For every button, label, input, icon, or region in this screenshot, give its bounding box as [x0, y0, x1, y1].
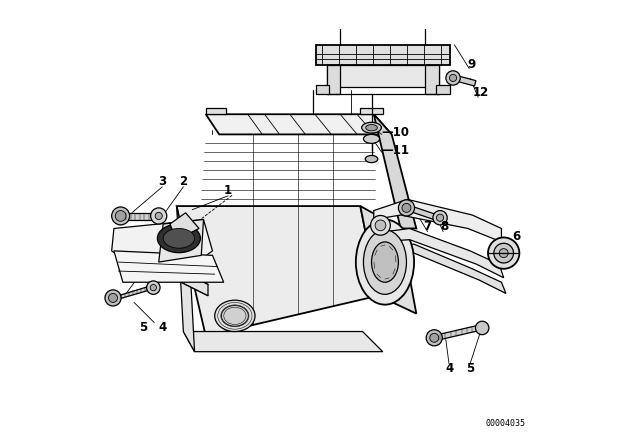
Text: —11: —11	[382, 144, 410, 158]
Circle shape	[494, 243, 513, 263]
Polygon shape	[183, 332, 383, 352]
Polygon shape	[159, 220, 204, 262]
Circle shape	[155, 212, 163, 220]
Polygon shape	[326, 65, 439, 87]
Ellipse shape	[221, 306, 248, 326]
Polygon shape	[205, 108, 226, 114]
Ellipse shape	[365, 155, 378, 163]
Polygon shape	[123, 213, 154, 220]
Polygon shape	[374, 114, 416, 228]
Circle shape	[446, 71, 460, 85]
Ellipse shape	[214, 300, 255, 332]
Circle shape	[375, 220, 386, 231]
Circle shape	[402, 203, 411, 212]
Polygon shape	[326, 65, 340, 94]
Ellipse shape	[356, 220, 414, 305]
Polygon shape	[205, 114, 392, 134]
Ellipse shape	[372, 242, 399, 282]
Circle shape	[488, 237, 519, 269]
Circle shape	[371, 215, 390, 235]
Circle shape	[436, 214, 444, 221]
Circle shape	[109, 293, 118, 302]
Circle shape	[433, 211, 447, 225]
Text: 4: 4	[446, 362, 454, 375]
Circle shape	[150, 284, 156, 291]
Text: 1: 1	[224, 184, 232, 197]
Polygon shape	[376, 228, 504, 278]
Ellipse shape	[364, 134, 380, 143]
Polygon shape	[374, 199, 502, 242]
Polygon shape	[316, 85, 329, 94]
Text: 12: 12	[472, 86, 488, 99]
Text: 3: 3	[158, 175, 166, 188]
Circle shape	[105, 290, 121, 306]
Polygon shape	[407, 205, 438, 220]
Polygon shape	[170, 213, 199, 240]
Polygon shape	[114, 251, 223, 282]
Text: 2: 2	[179, 175, 188, 188]
Polygon shape	[177, 206, 378, 336]
Text: 5: 5	[139, 320, 147, 334]
Ellipse shape	[365, 125, 378, 131]
Polygon shape	[115, 286, 150, 300]
Polygon shape	[436, 85, 450, 94]
Circle shape	[147, 281, 160, 294]
Polygon shape	[111, 220, 212, 278]
Polygon shape	[436, 325, 481, 340]
Circle shape	[430, 333, 439, 342]
Ellipse shape	[364, 230, 406, 294]
Circle shape	[115, 211, 126, 221]
Circle shape	[426, 330, 442, 346]
Polygon shape	[360, 206, 416, 314]
Text: 6: 6	[512, 230, 520, 243]
Text: 00004035: 00004035	[486, 419, 526, 428]
Text: 4: 4	[158, 320, 166, 334]
Polygon shape	[177, 206, 195, 352]
Polygon shape	[378, 244, 506, 293]
Text: —10: —10	[382, 126, 410, 139]
Polygon shape	[177, 269, 208, 296]
Circle shape	[398, 200, 415, 216]
Polygon shape	[360, 108, 383, 114]
Text: 7: 7	[424, 220, 431, 233]
Polygon shape	[425, 65, 439, 94]
Text: 9: 9	[467, 58, 476, 72]
Ellipse shape	[362, 122, 381, 133]
Circle shape	[499, 249, 508, 258]
Polygon shape	[454, 75, 476, 86]
Circle shape	[111, 207, 129, 225]
Ellipse shape	[163, 228, 195, 248]
Circle shape	[449, 74, 457, 82]
Text: 8: 8	[440, 220, 449, 233]
Circle shape	[150, 208, 167, 224]
Ellipse shape	[157, 224, 200, 253]
Polygon shape	[316, 45, 450, 65]
Circle shape	[476, 321, 489, 335]
Text: 5: 5	[466, 362, 474, 375]
